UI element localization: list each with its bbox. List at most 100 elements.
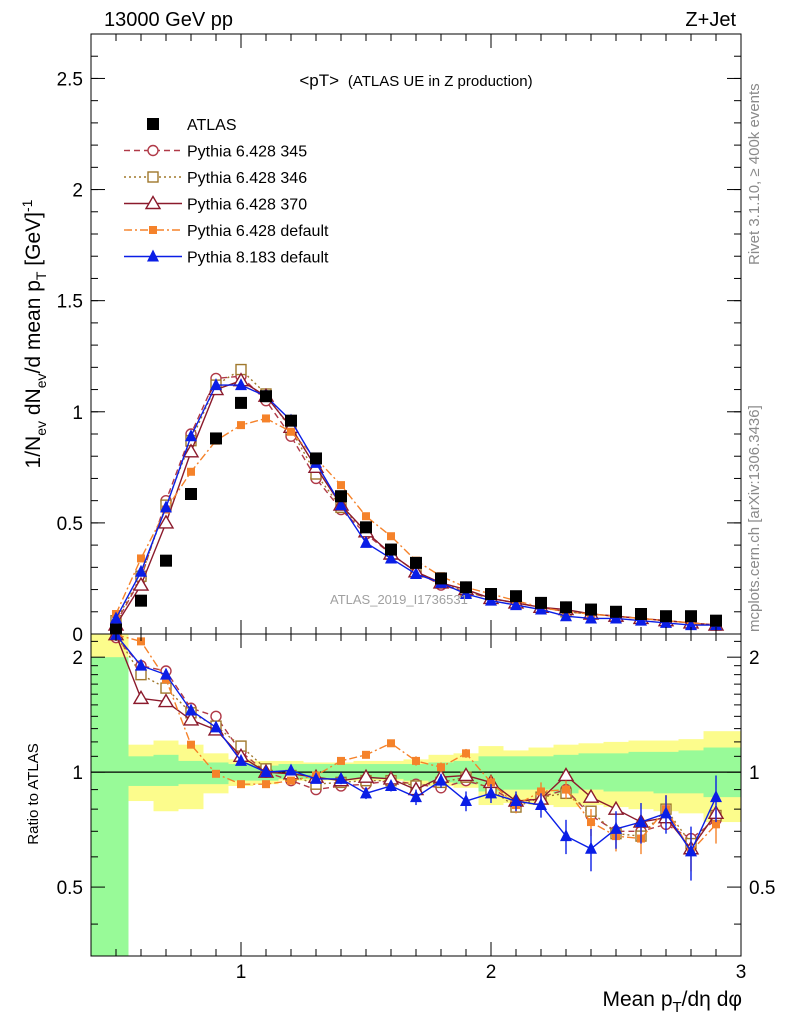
data-point	[335, 490, 347, 503]
data-point	[337, 481, 345, 490]
ratio-point	[135, 668, 147, 681]
ratio-line	[115, 634, 717, 845]
data-point	[387, 532, 395, 541]
legend-marker	[149, 226, 157, 234]
data-point	[135, 594, 147, 607]
data-point	[685, 610, 697, 623]
data-point	[660, 610, 672, 623]
x-tick-label: 2	[486, 962, 497, 983]
chart-title-sub: (ATLAS UE in Z production)	[348, 73, 533, 90]
data-point	[157, 514, 175, 529]
ratio-point	[410, 790, 422, 803]
ratio-line	[115, 634, 717, 850]
ratio-point	[487, 778, 495, 787]
legend-marker	[144, 195, 162, 210]
ratio-point	[635, 815, 647, 828]
ratio-point	[535, 798, 547, 811]
data-point	[435, 572, 447, 585]
ratio-point	[562, 785, 570, 794]
ratio-point	[360, 786, 372, 799]
ratio-point	[337, 756, 345, 765]
data-point	[510, 590, 522, 603]
data-point	[185, 488, 197, 500]
data-point	[385, 543, 397, 556]
ratio-tick-label: 0.5	[57, 878, 83, 899]
ratio-point	[237, 780, 245, 789]
analysis-watermark: ATLAS_2019_I1736531	[330, 592, 468, 607]
data-point	[235, 396, 247, 409]
ratio-point	[287, 776, 295, 785]
ratio-tick-label-right: 1	[749, 763, 760, 784]
ratio-point	[235, 753, 247, 766]
data-point	[137, 554, 145, 563]
ratio-point	[260, 765, 272, 778]
ratio-point	[457, 767, 475, 782]
ratio-tick-label-right: 0.5	[749, 878, 775, 899]
data-point	[185, 429, 197, 442]
ratio-point	[262, 780, 270, 789]
ratio-point	[285, 763, 297, 776]
series-line	[115, 379, 717, 626]
data-point	[210, 378, 222, 391]
ratio-point	[712, 820, 720, 829]
ratio-point	[537, 787, 545, 796]
data-point	[410, 567, 422, 579]
ratio-point	[560, 829, 572, 842]
data-point	[135, 564, 147, 577]
stat-uncertainty-band	[153, 754, 179, 786]
legend-label: Pythia 8.183 default	[187, 250, 329, 267]
y-axis-label: 1/Nev dNev/d mean pT [GeV]-1	[19, 199, 49, 468]
ratio-pythia-8-183-default	[110, 634, 722, 881]
series-line	[115, 368, 717, 626]
data-point	[260, 390, 272, 403]
legend: ATLAS Pythia 6.428 345 Pythia 6.428 346 Pyt…	[124, 117, 329, 267]
ratio-point	[182, 711, 200, 726]
ratio-point	[357, 768, 375, 783]
ratio-point	[710, 790, 722, 803]
ratio-point	[160, 667, 172, 680]
ratio-point	[462, 749, 470, 758]
data-point	[362, 512, 370, 521]
ratio-point	[585, 841, 597, 854]
ratio-axis-label: Ratio to ATLAS	[25, 743, 42, 844]
ratio-point	[510, 794, 522, 807]
ratio-point	[685, 844, 697, 857]
ratio-point	[185, 703, 197, 716]
data-point	[335, 498, 347, 511]
energy-label: 13000 GeV pp	[104, 9, 233, 31]
y-tick-label: 2	[72, 181, 83, 202]
data-point	[460, 581, 472, 594]
data-point	[360, 535, 372, 548]
legend-entry: Pythia 8.183 default	[124, 249, 329, 267]
data-point	[182, 443, 200, 458]
legend-label: Pythia 6.428 345	[187, 144, 307, 161]
ratio-point	[485, 786, 497, 799]
data-point	[287, 427, 295, 436]
stat-uncertainty-band	[578, 753, 604, 790]
data-point	[235, 378, 247, 391]
ratio-point	[137, 637, 145, 646]
data-point	[510, 598, 522, 611]
ratio-point	[310, 771, 322, 784]
ratio-point	[187, 740, 195, 749]
ratio-point	[582, 788, 600, 803]
x-axis-label: Mean pT/dη dφ	[602, 988, 742, 1016]
data-point	[585, 603, 597, 616]
series-pythia-6-428-346	[110, 363, 722, 631]
data-point	[635, 608, 647, 620]
ratio-tick-label: 2	[72, 648, 83, 669]
y-tick-label: 0.5	[57, 514, 83, 535]
data-point	[410, 556, 422, 569]
legend-marker	[147, 118, 159, 130]
ratio-point	[660, 806, 672, 819]
stat-uncertainty-band	[91, 657, 129, 956]
data-point	[187, 467, 195, 476]
data-point	[160, 554, 172, 567]
legend-entry: Pythia 6.428 370	[124, 195, 307, 214]
legend-entry: Pythia 6.428 346	[124, 170, 307, 187]
ratio-point	[460, 794, 472, 807]
data-point	[210, 432, 222, 445]
legend-marker	[147, 171, 159, 183]
y-tick-label: 1.5	[57, 292, 83, 313]
